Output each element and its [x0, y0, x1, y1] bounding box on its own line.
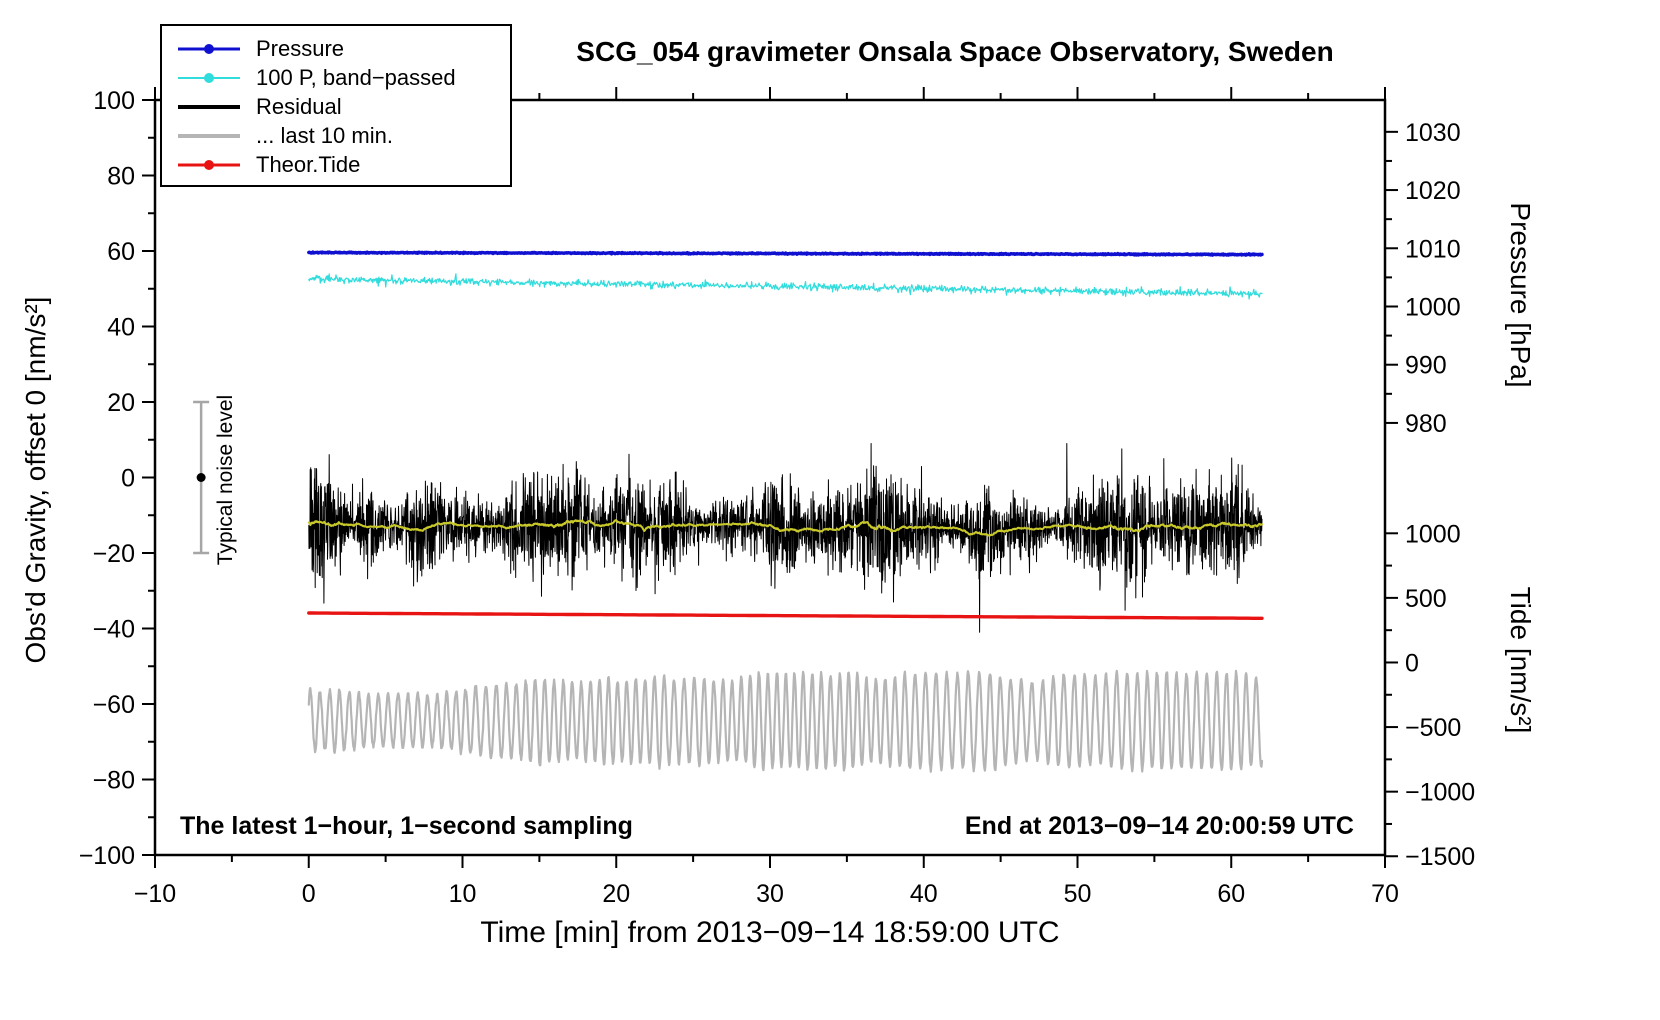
- legend-line-sample: [178, 104, 240, 109]
- tick-label: 20: [107, 389, 135, 417]
- tick-label: 60: [1217, 880, 1245, 908]
- chart-title: SCG_054 gravimeter Onsala Space Observat…: [576, 36, 1334, 67]
- y-axis-label-tide: Tide [nm/s²]: [1505, 586, 1536, 734]
- tick-label: 40: [910, 880, 938, 908]
- tick-label: 980: [1405, 410, 1447, 438]
- series-theor-tide: [307, 611, 1264, 620]
- legend-marker-last-10-min: [178, 121, 240, 150]
- legend-label: ... last 10 min.: [256, 122, 393, 148]
- legend-dot-sample: [204, 43, 214, 54]
- legend: Pressure 100 P, band−passed Residual ... la…: [160, 24, 512, 187]
- tick-label: 1000: [1405, 293, 1461, 321]
- legend-label: Residual: [256, 93, 342, 119]
- tick-label: −10: [134, 880, 176, 908]
- tick-label: 100: [93, 87, 135, 115]
- tick-label: 990: [1405, 352, 1447, 380]
- tick-label: 10: [449, 880, 477, 908]
- tick-label: −100: [79, 842, 135, 870]
- tick-label: 1020: [1405, 177, 1461, 205]
- tick-label: 20: [602, 880, 630, 908]
- legend-item-last-10-min: ... last 10 min.: [162, 121, 510, 150]
- x-axis-label: Time [min] from 2013−09−14 18:59:00 UTC: [480, 916, 1060, 949]
- series-100-p-band-passed: [308, 273, 1263, 300]
- series-last-10-min: [307, 669, 1264, 773]
- legend-label: 100 P, band−passed: [256, 64, 456, 90]
- legend-dot-sample: [204, 72, 214, 83]
- y-axis-label-pressure: Pressure [hPa]: [1505, 202, 1536, 388]
- legend-marker-100-p-band-passed: [178, 63, 240, 92]
- tick-label: 500: [1405, 585, 1447, 613]
- tick-label: −500: [1405, 714, 1461, 742]
- tick-label: −40: [93, 616, 135, 644]
- tick-label: 50: [1064, 880, 1092, 908]
- tick-label: 1000: [1405, 520, 1461, 548]
- tick-label: 80: [107, 163, 135, 191]
- tick-label: 1010: [1405, 235, 1461, 263]
- legend-item-pressure: Pressure: [162, 34, 510, 63]
- end-time-note: End at 2013−09−14 20:00:59 UTC: [964, 812, 1354, 840]
- series-residual-smoothed: [307, 519, 1263, 537]
- plot-frame: [153, 98, 1387, 857]
- tick-label: −60: [93, 691, 135, 719]
- series-residual: [308, 443, 1263, 633]
- noise-level-label: Typical noise level: [214, 394, 237, 566]
- tick-label: 30: [756, 880, 784, 908]
- legend-item-residual: Residual: [162, 92, 510, 121]
- legend-marker-theor-tide: [178, 150, 240, 179]
- legend-dot-sample: [204, 159, 214, 170]
- sampling-note: The latest 1−hour, 1−second sampling: [180, 812, 633, 840]
- tick-label: 0: [1405, 649, 1419, 677]
- series-pressure: [307, 250, 1264, 257]
- tick-label: 0: [302, 880, 316, 908]
- y-axis-label-gravity: Obs'd Gravity, offset 0 [nm/s²]: [20, 296, 51, 664]
- legend-marker-pressure: [178, 34, 240, 63]
- legend-label: Theor.Tide: [256, 151, 361, 177]
- tick-label: 70: [1371, 880, 1399, 908]
- legend-marker-residual: [178, 92, 240, 121]
- noise-center-dot: [196, 473, 206, 482]
- tick-label: 0: [121, 465, 135, 493]
- tick-label: −1500: [1405, 843, 1475, 871]
- legend-label: Pressure: [256, 35, 345, 61]
- legend-line-sample: [178, 133, 240, 138]
- tick-label: 40: [107, 314, 135, 342]
- tick-label: −20: [93, 540, 135, 568]
- tick-label: −1000: [1405, 779, 1475, 807]
- tick-label: 60: [107, 238, 135, 266]
- legend-item-theor-tide: Theor.Tide: [162, 150, 510, 179]
- legend-item-100-p-band-passed: 100 P, band−passed: [162, 63, 510, 92]
- tick-label: 1030: [1405, 119, 1461, 147]
- tick-label: −80: [93, 767, 135, 795]
